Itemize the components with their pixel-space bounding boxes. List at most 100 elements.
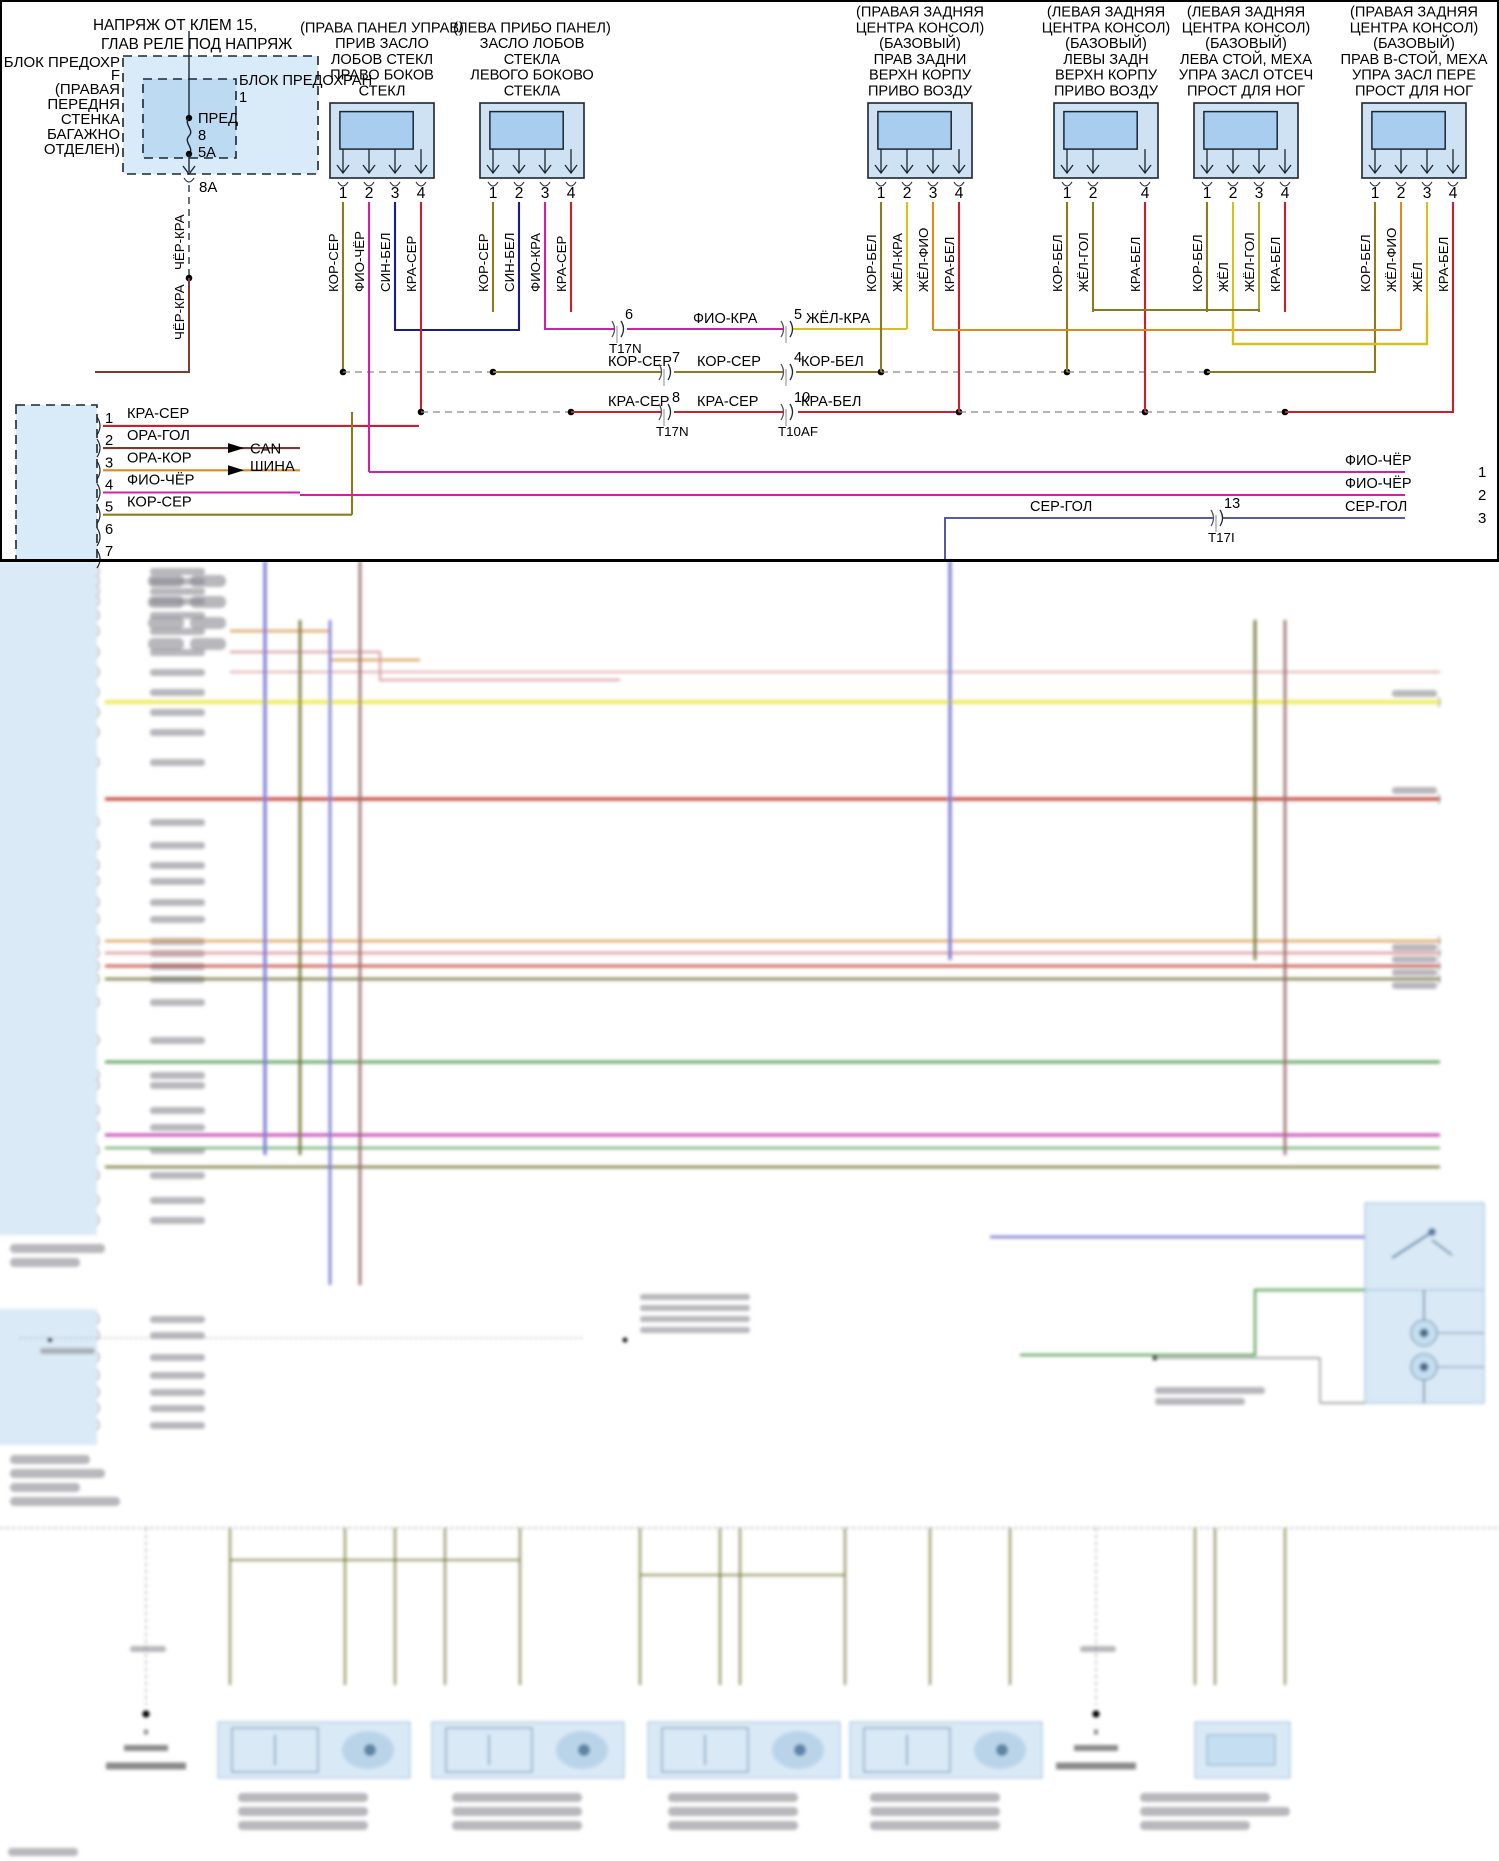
svg-text:(БАЗОВЫЙ): (БАЗОВЫЙ) xyxy=(1065,34,1147,52)
svg-text:5А: 5А xyxy=(198,145,216,161)
svg-text:ЖЁЛ: ЖЁЛ xyxy=(1410,262,1425,292)
svg-text:5: 5 xyxy=(105,500,113,516)
svg-text:CAN: CAN xyxy=(250,442,281,458)
svg-text:ПРИВО ВОЗДУ: ПРИВО ВОЗДУ xyxy=(1054,84,1159,100)
svg-text:ЦЕНТРА КОНСОЛ): ЦЕНТРА КОНСОЛ) xyxy=(856,20,985,36)
svg-text:T17N: T17N xyxy=(656,424,689,439)
svg-text:ФИО-ЧЁР: ФИО-ЧЁР xyxy=(352,231,367,292)
svg-text:1: 1 xyxy=(339,185,348,202)
svg-text:8: 8 xyxy=(198,128,206,144)
svg-text:ЦЕНТРА КОНСОЛ): ЦЕНТРА КОНСОЛ) xyxy=(1350,20,1479,36)
svg-text:ЛЕВЫ ЗАДН: ЛЕВЫ ЗАДН xyxy=(1063,52,1148,68)
svg-text:4: 4 xyxy=(955,185,964,202)
svg-text:ФИО-КРА: ФИО-КРА xyxy=(528,233,543,292)
svg-text:2: 2 xyxy=(903,185,912,202)
svg-text:4: 4 xyxy=(567,185,576,202)
svg-text:(ЛЕВАЯ ЗАДНЯЯ: (ЛЕВАЯ ЗАДНЯЯ xyxy=(1187,5,1305,21)
svg-text:3: 3 xyxy=(1478,510,1486,527)
svg-text:4: 4 xyxy=(417,185,426,202)
svg-text:ВЕРХН КОРПУ: ВЕРХН КОРПУ xyxy=(1055,68,1158,84)
svg-text:ПРАВ В-СТОЙ, МЕХА: ПРАВ В-СТОЙ, МЕХА xyxy=(1341,50,1488,68)
svg-text:(ПРАВА ПАНЕЛ УПРАВ): (ПРАВА ПАНЕЛ УПРАВ) xyxy=(300,20,464,36)
svg-text:КОР-БЕЛ: КОР-БЕЛ xyxy=(864,234,879,292)
svg-text:БЛОК ПРЕДОХР: БЛОК ПРЕДОХР xyxy=(4,54,120,71)
svg-text:КРА-СЕР: КРА-СЕР xyxy=(404,236,419,292)
svg-text:(БАЗОВЫЙ): (БАЗОВЫЙ) xyxy=(879,34,961,52)
svg-text:СЕР-ГОЛ: СЕР-ГОЛ xyxy=(1030,499,1092,515)
svg-text:ЛЕВА СТОЙ, МЕХА: ЛЕВА СТОЙ, МЕХА xyxy=(1180,50,1312,68)
svg-text:ГЛАВ РЕЛЕ ПОД НАПРЯЖ: ГЛАВ РЕЛЕ ПОД НАПРЯЖ xyxy=(101,36,292,53)
svg-text:1: 1 xyxy=(1371,185,1380,202)
svg-text:ЖЁЛ-ГОЛ: ЖЁЛ-ГОЛ xyxy=(1242,232,1257,292)
svg-text:8А: 8А xyxy=(199,179,217,196)
svg-text:СТЕКЛ: СТЕКЛ xyxy=(359,84,406,100)
svg-text:ФИО-КРА: ФИО-КРА xyxy=(693,311,758,327)
svg-text:3: 3 xyxy=(541,185,550,202)
svg-text:1: 1 xyxy=(1478,464,1486,481)
svg-text:СИН-БЕЛ: СИН-БЕЛ xyxy=(502,232,517,292)
svg-text:КРА-БЕЛ: КРА-БЕЛ xyxy=(942,237,957,292)
svg-text:КРА-СЕР: КРА-СЕР xyxy=(697,394,758,410)
svg-text:1: 1 xyxy=(239,90,247,106)
svg-text:ЖЁЛ-ФИО: ЖЁЛ-ФИО xyxy=(916,228,931,292)
svg-text:КОР-СЕР: КОР-СЕР xyxy=(476,233,491,292)
svg-text:1: 1 xyxy=(105,411,113,427)
svg-text:ЧЁР-КРА: ЧЁР-КРА xyxy=(172,214,187,270)
svg-text:6: 6 xyxy=(625,307,633,323)
svg-text:ПРОСТ ДЛЯ НОГ: ПРОСТ ДЛЯ НОГ xyxy=(1355,84,1473,100)
svg-text:4: 4 xyxy=(1449,185,1458,202)
svg-text:СИН-БЕЛ: СИН-БЕЛ xyxy=(378,232,393,292)
svg-text:СЕР-ГОЛ: СЕР-ГОЛ xyxy=(1345,499,1407,515)
svg-text:УПРА ЗАСЛ ОТСЕЧ: УПРА ЗАСЛ ОТСЕЧ xyxy=(1179,68,1314,84)
svg-text:ЖЁЛ-ФИО: ЖЁЛ-ФИО xyxy=(1384,228,1399,292)
svg-text:(БАЗОВЫЙ): (БАЗОВЫЙ) xyxy=(1373,34,1455,52)
svg-text:ОТДЕЛЕН): ОТДЕЛЕН) xyxy=(44,141,120,158)
svg-text:ПРИВО ВОЗДУ: ПРИВО ВОЗДУ xyxy=(868,84,973,100)
svg-text:ЦЕНТРА КОНСОЛ): ЦЕНТРА КОНСОЛ) xyxy=(1182,20,1311,36)
svg-text:ЖЁЛ-КРА: ЖЁЛ-КРА xyxy=(806,310,871,327)
svg-text:2: 2 xyxy=(1478,487,1486,504)
svg-text:8: 8 xyxy=(672,390,680,406)
svg-text:3: 3 xyxy=(929,185,938,202)
svg-text:ЗАСЛО ЛОБОВ: ЗАСЛО ЛОБОВ xyxy=(480,36,585,52)
svg-text:(ЛЕВАЯ ЗАДНЯЯ: (ЛЕВАЯ ЗАДНЯЯ xyxy=(1047,5,1165,21)
svg-text:КРА-СЕР: КРА-СЕР xyxy=(127,406,189,422)
svg-text:КОР-СЕР: КОР-СЕР xyxy=(326,233,341,292)
svg-text:КОР-СЕР: КОР-СЕР xyxy=(608,354,672,370)
svg-text:КОР-БЕЛ: КОР-БЕЛ xyxy=(1358,234,1373,292)
svg-text:КОР-СЕР: КОР-СЕР xyxy=(127,495,192,511)
svg-text:4: 4 xyxy=(1281,185,1290,202)
svg-text:ПРИВ ЗАСЛО: ПРИВ ЗАСЛО xyxy=(335,36,429,52)
svg-text:(ЛЕВА ПРИБО ПАНЕЛ): (ЛЕВА ПРИБО ПАНЕЛ) xyxy=(453,20,611,36)
svg-text:7: 7 xyxy=(105,544,113,560)
svg-text:УПРА ЗАСЛ ПЕРЕ: УПРА ЗАСЛ ПЕРЕ xyxy=(1352,68,1476,84)
svg-text:2: 2 xyxy=(1229,185,1238,202)
svg-text:3: 3 xyxy=(1255,185,1264,202)
svg-text:2: 2 xyxy=(365,185,374,202)
svg-text:5: 5 xyxy=(794,307,802,323)
svg-text:КРА-БЕЛ: КРА-БЕЛ xyxy=(1128,237,1143,292)
svg-text:ПРОСТ ДЛЯ НОГ: ПРОСТ ДЛЯ НОГ xyxy=(1187,84,1305,100)
svg-text:4: 4 xyxy=(105,478,113,494)
svg-text:4: 4 xyxy=(1141,185,1150,202)
svg-text:2: 2 xyxy=(105,433,113,449)
svg-text:T17I: T17I xyxy=(1208,530,1235,545)
svg-text:7: 7 xyxy=(672,350,680,366)
svg-text:ФИО-ЧЁР: ФИО-ЧЁР xyxy=(127,472,195,489)
svg-text:ФИО-ЧЁР: ФИО-ЧЁР xyxy=(1345,452,1412,469)
svg-text:ОРА-КОР: ОРА-КОР xyxy=(127,450,192,466)
svg-text:1: 1 xyxy=(877,185,886,202)
svg-text:НАПРЯЖ ОТ КЛЕМ 15,: НАПРЯЖ ОТ КЛЕМ 15, xyxy=(93,17,257,34)
svg-text:ЛЕВОГО БОКОВО: ЛЕВОГО БОКОВО xyxy=(470,68,593,84)
svg-text:1: 1 xyxy=(1063,185,1072,202)
svg-text:ЦЕНТРА КОНСОЛ): ЦЕНТРА КОНСОЛ) xyxy=(1042,20,1171,36)
svg-text:КОР-БЕЛ: КОР-БЕЛ xyxy=(801,354,864,370)
svg-text:13: 13 xyxy=(1224,496,1240,512)
svg-text:(БАЗОВЫЙ): (БАЗОВЫЙ) xyxy=(1205,34,1287,52)
svg-text:КОР-СЕР: КОР-СЕР xyxy=(697,354,761,370)
svg-text:(ПРАВАЯ ЗАДНЯЯ: (ПРАВАЯ ЗАДНЯЯ xyxy=(1350,5,1478,21)
svg-text:6: 6 xyxy=(105,522,113,538)
svg-text:2: 2 xyxy=(515,185,524,202)
svg-text:3: 3 xyxy=(391,185,400,202)
svg-text:ФИО-ЧЁР: ФИО-ЧЁР xyxy=(1345,475,1412,492)
